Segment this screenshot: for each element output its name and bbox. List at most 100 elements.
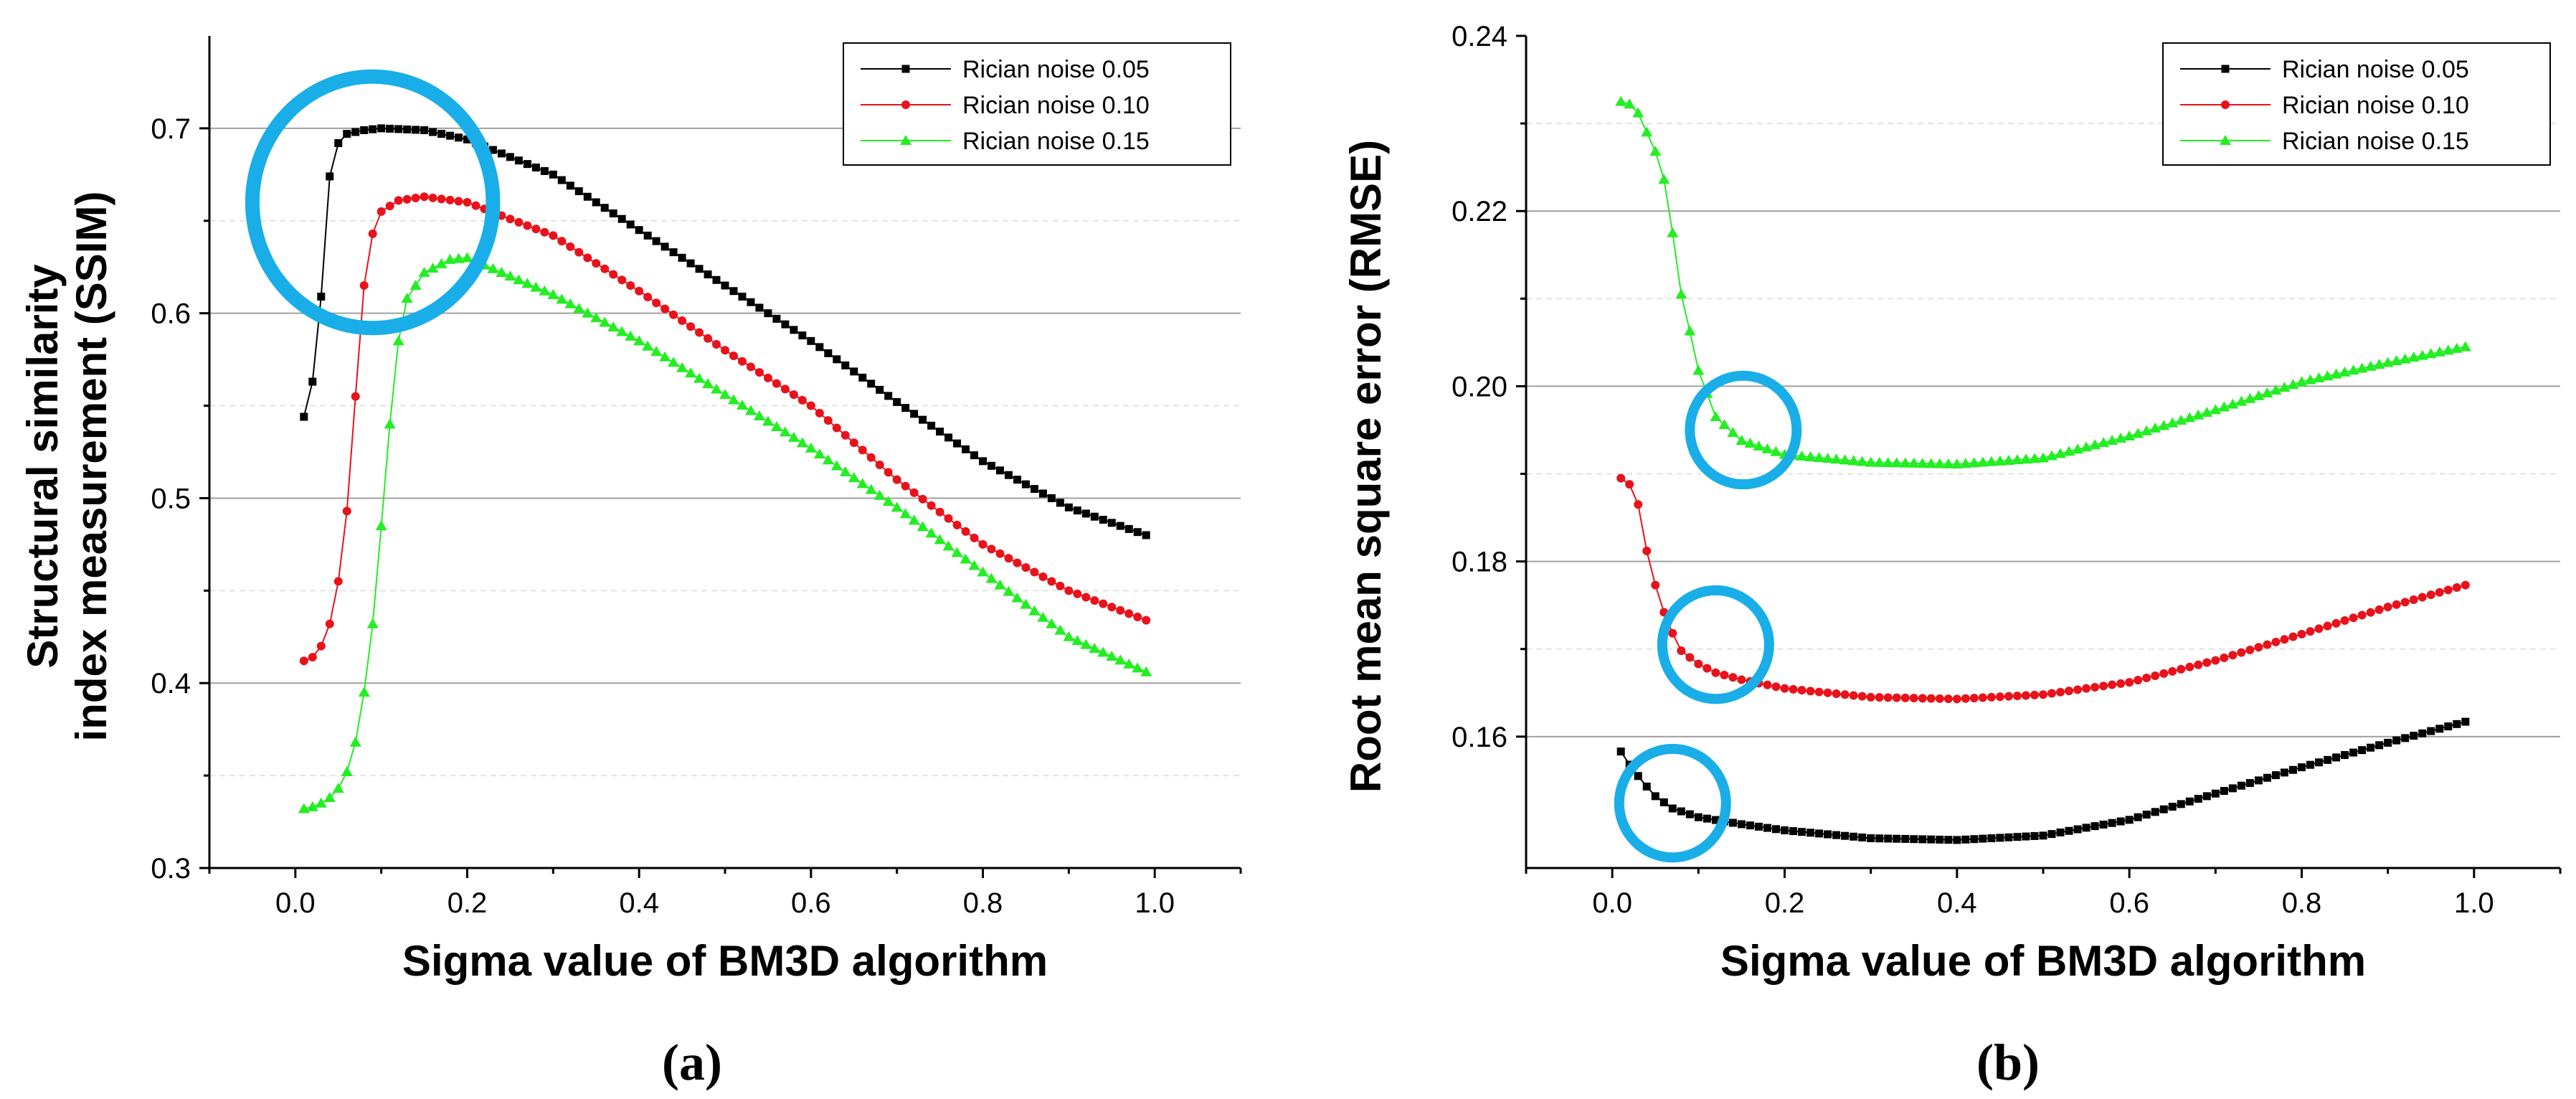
data-point — [2271, 637, 2281, 646]
data-point — [1124, 524, 1133, 533]
data-point — [2366, 608, 2375, 617]
data-point — [685, 367, 697, 378]
data-point — [1004, 554, 1013, 563]
data-point — [1107, 603, 1117, 612]
data-point — [668, 357, 680, 367]
data-point — [1037, 611, 1049, 622]
data-point — [849, 438, 858, 448]
data-point — [2149, 423, 2161, 433]
data-point — [744, 405, 757, 415]
y-tick-label: 0.16 — [1452, 722, 1507, 753]
data-point — [1781, 826, 1789, 834]
data-point — [729, 351, 738, 360]
data-point — [299, 656, 308, 666]
legend: Rician noise 0.05 Rician noise 0.10 Rician… — [2162, 42, 2551, 166]
legend-marker — [901, 100, 910, 109]
data-point — [402, 194, 412, 204]
data-point — [1942, 458, 1954, 468]
data-point — [1882, 457, 1894, 468]
data-point — [1720, 670, 1729, 679]
data-point — [856, 478, 868, 489]
data-point — [2201, 407, 2213, 418]
data-point — [790, 326, 798, 334]
data-point — [1030, 567, 1039, 577]
data-point — [755, 303, 764, 312]
data-point — [1107, 519, 1116, 527]
data-point — [1013, 558, 1022, 567]
data-point — [2426, 590, 2435, 600]
data-point — [616, 326, 628, 336]
data-point — [2244, 392, 2256, 403]
data-point — [841, 361, 850, 369]
data-point — [951, 547, 963, 557]
data-point — [2168, 666, 2177, 676]
data-point — [1090, 512, 1099, 521]
data-point — [617, 214, 626, 223]
panel-caption: (a) — [662, 1034, 722, 1091]
data-point — [428, 193, 437, 202]
data-point — [2442, 344, 2454, 355]
data-point — [2263, 773, 2271, 782]
data-point — [1056, 581, 1065, 590]
data-point — [1849, 691, 1858, 700]
data-point — [530, 281, 542, 292]
data-point — [308, 653, 317, 662]
data-point — [660, 304, 670, 313]
data-point — [549, 231, 558, 240]
data-point — [1677, 646, 1686, 656]
data-point — [970, 533, 979, 542]
data-point — [762, 415, 774, 426]
data-point — [712, 339, 721, 349]
data-point — [848, 472, 860, 483]
data-point — [496, 266, 508, 277]
data-point — [1632, 107, 1644, 118]
data-point — [2108, 680, 2117, 689]
data-point — [377, 207, 386, 216]
data-point — [1746, 821, 1754, 830]
legend: Rician noise 0.05 Rician noise 0.10 Rician… — [843, 42, 1231, 166]
data-point — [298, 803, 310, 813]
data-point — [823, 416, 833, 425]
data-point — [1961, 835, 1970, 844]
data-point — [1692, 364, 1705, 375]
data-point — [2125, 816, 2134, 824]
data-point — [1142, 615, 1151, 625]
data-point — [1140, 666, 1152, 676]
data-point — [2011, 454, 2023, 465]
data-point — [1987, 692, 1996, 702]
data-point — [650, 346, 663, 357]
data-point — [2123, 430, 2136, 441]
data-point — [678, 316, 687, 325]
data-point — [824, 349, 833, 357]
data-point — [693, 372, 706, 383]
data-point — [521, 278, 534, 288]
data-point — [1952, 694, 1961, 704]
data-point — [753, 410, 765, 420]
data-point — [1875, 834, 1884, 843]
data-point — [582, 307, 594, 318]
data-point — [1985, 456, 1997, 466]
x-tick-label: 0.4 — [1937, 887, 1977, 919]
data-point — [2185, 797, 2194, 806]
data-point — [514, 217, 524, 227]
data-point — [1021, 480, 1030, 489]
data-point — [747, 298, 755, 306]
legend-entry: Rician noise 0.05 — [2282, 56, 2469, 83]
data-point — [1106, 650, 1118, 661]
series-3 — [298, 252, 1152, 813]
data-point — [2270, 385, 2282, 395]
data-point — [1711, 816, 1720, 824]
data-point — [1099, 599, 1108, 608]
legend-marker — [2221, 65, 2230, 73]
data-point — [1047, 494, 1056, 502]
data-point — [2288, 765, 2297, 774]
data-point — [2425, 348, 2437, 359]
data-point — [1909, 694, 1918, 703]
data-point — [316, 641, 326, 651]
data-point — [2461, 580, 2470, 590]
data-point — [652, 237, 660, 245]
data-point — [592, 259, 601, 268]
data-point — [411, 193, 420, 202]
data-point — [1856, 456, 1868, 466]
data-point — [2298, 763, 2306, 772]
